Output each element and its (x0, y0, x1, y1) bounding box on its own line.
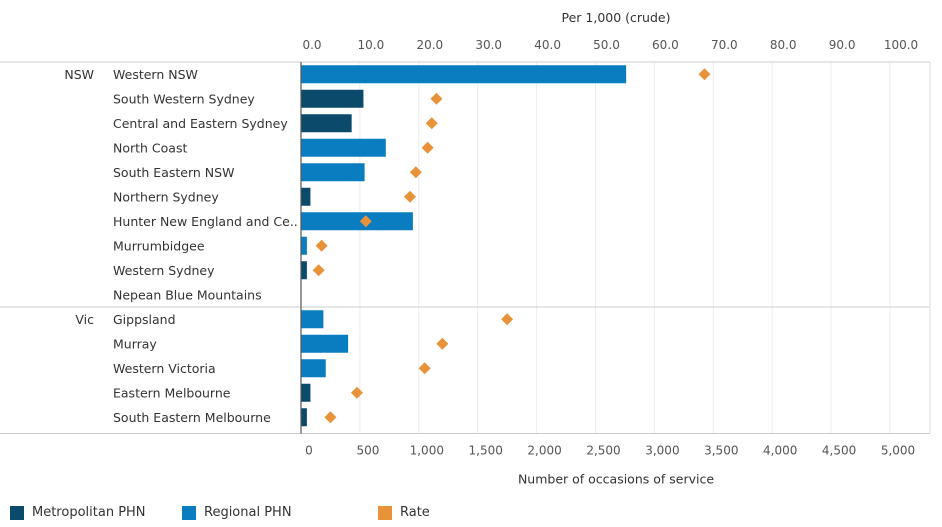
legend: Metropolitan PHN Regional PHN Rate (0, 505, 942, 527)
bottom-tick-label: 1,000 (410, 444, 444, 458)
row-label: South Eastern Melbourne (113, 410, 271, 425)
row-label: Northern Sydney (113, 189, 219, 204)
rate-marker (698, 68, 711, 81)
row-label: Hunter New England and Ce.. (113, 214, 298, 229)
bottom-tick-label: 2,000 (527, 444, 561, 458)
rate-marker (436, 337, 449, 350)
bar (301, 310, 324, 329)
top-tick-label: 60.0 (652, 38, 679, 52)
top-tick-label: 20.0 (416, 38, 443, 52)
bar (301, 359, 326, 378)
top-tick-label: 10.0 (358, 38, 385, 52)
row-label: Eastern Melbourne (113, 385, 231, 400)
legend-label-regional: Regional PHN (204, 505, 292, 520)
legend-swatch-metro (10, 505, 24, 520)
top-tick-label: 100.0 (884, 38, 918, 52)
rate-marker (312, 264, 325, 277)
bar (301, 212, 413, 231)
rate-marker (350, 386, 363, 399)
bar (301, 65, 627, 84)
top-tick-label: 80.0 (770, 38, 797, 52)
legend-item-rate[interactable]: Rate (378, 505, 430, 520)
bar (301, 236, 307, 255)
bottom-tick-label: 500 (356, 444, 379, 458)
rate-marker (324, 411, 337, 424)
group-label: NSW (64, 67, 94, 82)
bar (301, 261, 307, 280)
row-label: South Western Sydney (113, 91, 255, 106)
top-tick-label: 50.0 (593, 38, 620, 52)
bottom-tick-label: 3,500 (704, 444, 738, 458)
row-label: Western Victoria (113, 361, 216, 376)
legend-item-regional[interactable]: Regional PHN (182, 505, 292, 520)
row-label: North Coast (113, 140, 187, 155)
top-tick-label: 90.0 (829, 38, 856, 52)
bottom-tick-label: 4,000 (763, 444, 797, 458)
bar (301, 383, 311, 402)
bottom-axis-title: Number of occasions of service (518, 472, 714, 487)
row-label: Central and Eastern Sydney (113, 116, 288, 131)
bar (301, 187, 311, 206)
rate-marker (403, 190, 416, 203)
row-label: Western Sydney (113, 263, 215, 278)
top-axis-title: Per 1,000 (crude) (562, 10, 671, 25)
rate-marker (425, 117, 438, 130)
legend-swatch-regional (182, 505, 196, 520)
rate-marker (430, 92, 443, 105)
row-label: Gippsland (113, 312, 176, 327)
top-tick-label: 30.0 (475, 38, 502, 52)
row-label: Murray (113, 336, 157, 351)
bar (301, 163, 365, 182)
group-label: Vic (75, 312, 94, 327)
bottom-tick-label: 4,500 (822, 444, 856, 458)
bar (301, 114, 352, 133)
legend-swatch-rate (378, 505, 392, 520)
row-label: Murrumbidgee (113, 238, 205, 253)
bottom-tick-label: 1,500 (469, 444, 503, 458)
bar (301, 89, 364, 108)
legend-item-metro[interactable]: Metropolitan PHN (10, 505, 146, 520)
top-tick-label: 0.0 (302, 38, 321, 52)
bar (301, 334, 349, 353)
rate-marker (315, 239, 328, 252)
legend-label-metro: Metropolitan PHN (32, 505, 146, 520)
bottom-tick-label: 5,000 (881, 444, 915, 458)
bottom-tick-label: 2,500 (586, 444, 620, 458)
bar (301, 408, 307, 427)
rate-marker (418, 362, 431, 375)
rate-marker (501, 313, 514, 326)
bottom-tick-label: 3,000 (645, 444, 679, 458)
row-label: Western NSW (113, 67, 198, 82)
row-label: Nepean Blue Mountains (113, 287, 262, 302)
top-tick-label: 40.0 (534, 38, 561, 52)
row-label: South Eastern NSW (113, 165, 234, 180)
rate-marker (409, 166, 422, 179)
legend-label-rate: Rate (400, 505, 430, 520)
top-tick-label: 70.0 (711, 38, 738, 52)
bar (301, 138, 386, 157)
bottom-tick-label: 0 (305, 444, 313, 458)
rate-marker (421, 141, 434, 154)
rate-marker (359, 215, 372, 228)
